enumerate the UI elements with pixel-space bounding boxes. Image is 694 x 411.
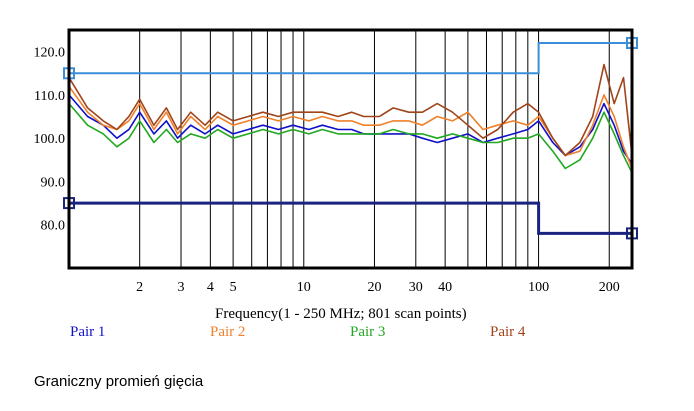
y-tick-label: 90.0 — [41, 175, 66, 190]
grid — [139, 30, 610, 268]
x-tick-label: 5 — [230, 280, 237, 295]
x-tick-label: 40 — [438, 280, 452, 295]
series-line-pair-1 — [68, 94, 633, 165]
x-tick-label: 10 — [297, 280, 311, 295]
y-tick-label: 100.0 — [34, 132, 66, 147]
x-tick-label: 20 — [367, 280, 381, 295]
series-line-pair-4 — [68, 63, 633, 157]
y-tick-label: 120.0 — [34, 46, 66, 61]
series-lines — [68, 63, 633, 174]
legend-pair-2: Pair 2 — [210, 324, 246, 340]
x-tick-label: 3 — [178, 280, 185, 295]
x-axis-ticks: 2 3 4 5 10 20 30 40 100 200 — [136, 280, 620, 295]
legend-pair-1: Pair 1 — [70, 324, 106, 340]
legend-pair-3: Pair 3 — [350, 324, 386, 340]
legend-pair-4: Pair 4 — [490, 324, 526, 340]
x-axis-label: Frequency(1 - 250 MHz; 801 scan points) — [215, 306, 467, 322]
x-tick-label: 100 — [528, 280, 549, 295]
series-line-pair-3 — [68, 103, 633, 174]
x-tick-label: 2 — [136, 280, 143, 295]
upper-limit-line — [69, 42, 632, 75]
limit-lines — [63, 36, 638, 240]
y-tick-label: 110.0 — [34, 89, 65, 104]
y-axis-ticks: 80.0 90.0 100.0 110.0 120.0 — [34, 46, 66, 234]
x-tick-label: 30 — [409, 280, 423, 295]
lower-limit-line — [69, 201, 632, 235]
plot-frame — [67, 28, 634, 270]
y-tick-label: 80.0 — [41, 219, 66, 234]
x-tick-label: 4 — [207, 280, 214, 295]
x-tick-label: 200 — [599, 280, 620, 295]
caption: Graniczny promień gięcia — [34, 373, 204, 390]
